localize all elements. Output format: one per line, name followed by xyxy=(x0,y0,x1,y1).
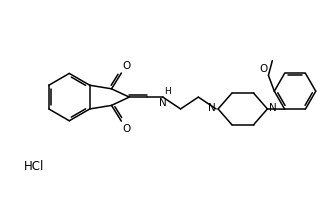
Text: N: N xyxy=(208,103,216,113)
Text: N: N xyxy=(269,103,277,113)
Text: O: O xyxy=(122,124,131,134)
Text: N: N xyxy=(159,98,167,108)
Text: O: O xyxy=(122,61,131,71)
Text: O: O xyxy=(259,64,267,74)
Text: HCl: HCl xyxy=(24,160,44,173)
Text: H: H xyxy=(164,87,170,96)
